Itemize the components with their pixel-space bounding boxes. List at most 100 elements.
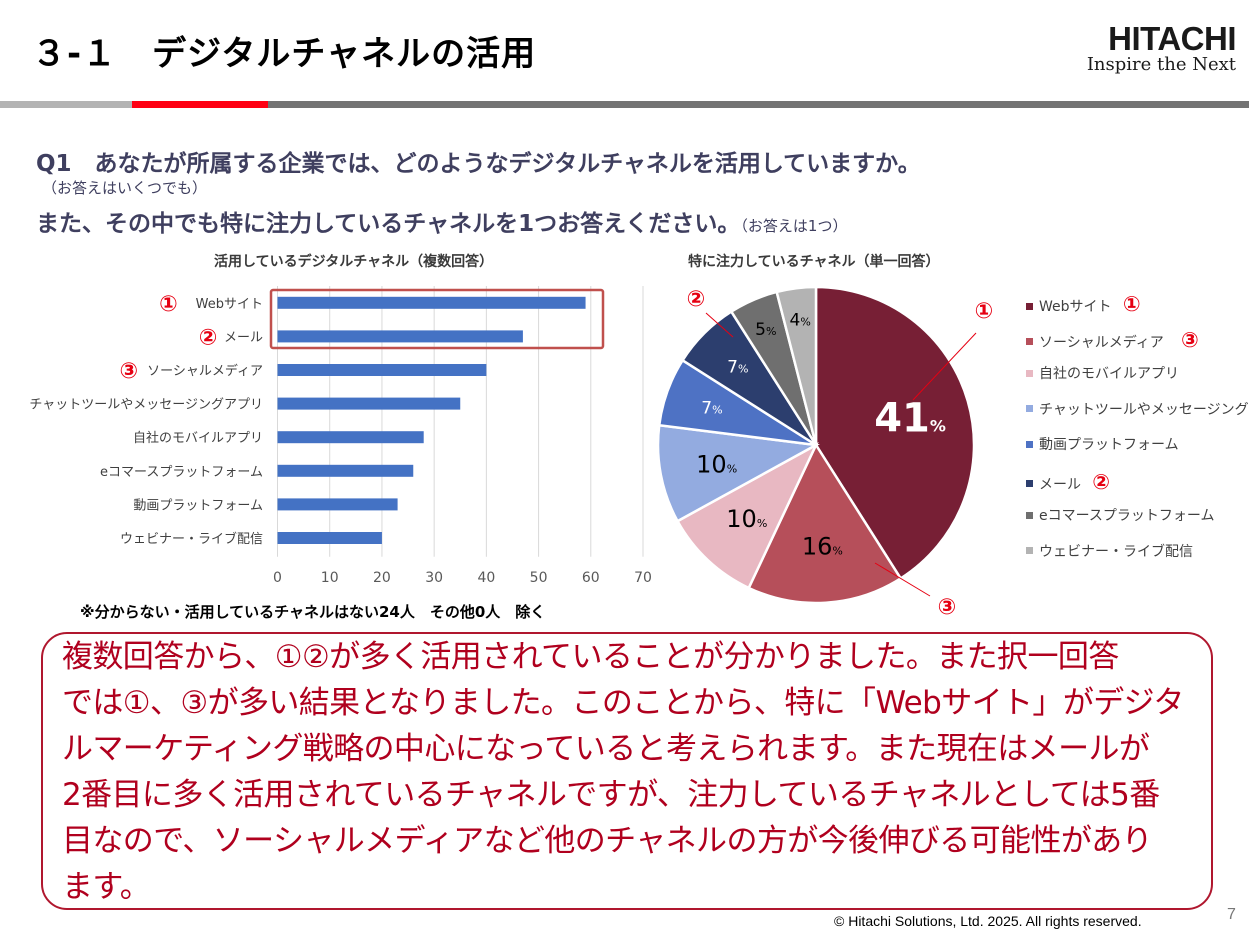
rank-marker: ②: [199, 325, 218, 350]
question-note-2: （お答えは1つ）: [740, 217, 848, 235]
legend-item: 動画プラットフォーム: [1026, 434, 1179, 454]
legend-label: ソーシャルメディア: [1039, 334, 1164, 351]
conclusion-line: 目なので、ソーシャルメディアなど他のチャネルの方が今後伸びる可能性があり: [62, 823, 1153, 859]
pie-data-label: 4%: [790, 311, 811, 331]
pie-value: 5: [755, 320, 766, 340]
bar-category-label: 自社のモバイルアプリ: [133, 430, 263, 446]
legend-item: メール ②: [1026, 470, 1110, 494]
pie-slice: [675, 442, 819, 590]
footnote: ※分からない・活用しているチャネルはない24人 その他0人 除く: [80, 603, 546, 621]
pie-slice: [656, 423, 820, 523]
bar-category-label: メール: [224, 330, 263, 345]
legend-label: メール: [1039, 476, 1081, 493]
legend-rank-marker: ①: [1115, 292, 1141, 316]
header-rule-accent: [132, 101, 268, 108]
conclusion-text: 複数回答から、①②が多く活用されていることが分かりました。また択一回答 では①、…: [62, 634, 1222, 910]
pie-slice: [747, 442, 903, 605]
legend-label: ウェビナー・ライブ配信: [1039, 543, 1193, 560]
pie-unit: %: [832, 544, 842, 557]
legend-swatch: [1026, 338, 1033, 345]
callout-line: [874, 562, 931, 597]
highlight-box: [269, 288, 605, 350]
pie-value: 7: [701, 398, 712, 418]
conclusion-line: ます。: [62, 869, 151, 905]
legend-rank-marker: ②: [1085, 469, 1111, 494]
pie-data-label: 5%: [755, 320, 776, 340]
bar: [277, 464, 414, 477]
pie-value: 16: [802, 532, 833, 560]
bar-category-label: ウェビナー・ライブ配信: [120, 531, 263, 547]
legend-label: チャットツールやメッセージングアプリ: [1039, 401, 1249, 418]
legend-item: ソーシャルメディア ③: [1026, 328, 1199, 352]
pie-chart-title: 特に注力しているチャネル（単一回答）: [688, 254, 940, 270]
pie-unit: %: [727, 462, 737, 475]
callout-marker: ②: [687, 287, 706, 312]
page-number: 7: [1227, 906, 1236, 923]
callout-line: [705, 312, 734, 338]
bar-category-label: eコマースプラットフォーム: [100, 465, 263, 480]
x-tick-label: 0: [273, 570, 282, 586]
bar: [277, 364, 487, 376]
pie-data-label: 16%: [802, 532, 843, 560]
x-tick-label: 30: [425, 570, 443, 586]
pie-value: 10: [726, 505, 757, 533]
legend-item: チャットツールやメッセージングアプリ: [1026, 399, 1249, 419]
legend-swatch: [1026, 405, 1033, 412]
legend-swatch: [1026, 440, 1033, 448]
legend-swatch: [1026, 547, 1033, 554]
pie-slice: [775, 285, 818, 446]
x-tick-label: 40: [477, 570, 495, 586]
legend-item: 自社のモバイルアプリ: [1026, 363, 1179, 383]
bar: [277, 498, 398, 511]
bar: [277, 532, 382, 544]
bar-chart-title: 活用しているデジタルチャネル（複数回答）: [214, 254, 494, 270]
bar: [277, 296, 586, 309]
pie-data-label: 41%: [874, 396, 946, 442]
legend-item: eコマースプラットフォーム: [1026, 505, 1215, 525]
bar: [277, 431, 424, 444]
pie-data-label: 10%: [726, 505, 767, 533]
conclusion-line: 複数回答から、①②が多く活用されていることが分かりました。また択一回答: [62, 639, 1119, 675]
hitachi-logo: HITACHI Inspire the Next: [1046, 20, 1237, 76]
callout-marker: ①: [975, 299, 994, 324]
rank-marker: ①: [159, 292, 178, 317]
logo-brand: HITACHI: [1108, 20, 1236, 57]
legend-swatch: [1026, 511, 1033, 519]
legend-item: Webサイト ①: [1026, 292, 1141, 316]
legend-label: Webサイト: [1039, 299, 1112, 315]
pie-value: 7: [727, 358, 738, 378]
legend-swatch: [1026, 302, 1033, 310]
copyright: © Hitachi Solutions, Ltd. 2025. All righ…: [834, 913, 1142, 929]
legend-swatch: [1026, 480, 1033, 487]
pie-value: 10: [696, 450, 727, 478]
question-line-2-text: また、その中でも特に注力しているチャネルを1つお答えください。: [36, 211, 741, 237]
bar-category-label: 動画プラットフォーム: [133, 498, 263, 513]
pie-unit: %: [766, 325, 776, 338]
callout-marker: ③: [938, 595, 957, 620]
logo-tagline: Inspire the Next: [1086, 54, 1236, 75]
header-rule-light: [0, 101, 132, 108]
legend-swatch: [1026, 369, 1033, 377]
x-tick-label: 50: [530, 570, 548, 586]
x-tick-label: 20: [373, 570, 391, 586]
question-line-1: Q1 あなたが所属する企業では、どのようなデジタルチャネルを活用していますか。: [36, 151, 921, 177]
slide-title: ３-１ デジタルチャネルの活用: [32, 34, 537, 74]
callout-line: [912, 332, 977, 401]
legend-rank-marker: ③: [1173, 327, 1199, 352]
legend-label: 動画プラットフォーム: [1039, 437, 1179, 453]
conclusion-line: では①、③が多い結果となりました。このことから、特に「Webサイト」がデジタ: [62, 685, 1184, 721]
x-tick-label: 60: [582, 570, 600, 586]
pie-unit: %: [930, 417, 946, 436]
bar-category-label: チャットツールやメッセージングアプリ: [29, 398, 263, 413]
conclusion-line: 2番目に多く活用されているチャネルですが、注力しているチャネルとしては5番: [62, 777, 1160, 813]
rank-marker: ③: [120, 359, 139, 384]
pie-value: 4: [790, 311, 801, 331]
x-tick-label: 10: [321, 570, 339, 586]
header-rule-dark: [268, 101, 1249, 108]
legend-item: ウェビナー・ライブ配信: [1026, 541, 1193, 561]
legend-label: eコマースプラットフォーム: [1039, 508, 1215, 524]
pie-value: 41: [874, 396, 930, 442]
legend-label: 自社のモバイルアプリ: [1039, 366, 1179, 382]
x-tick-label: 70: [634, 570, 652, 586]
